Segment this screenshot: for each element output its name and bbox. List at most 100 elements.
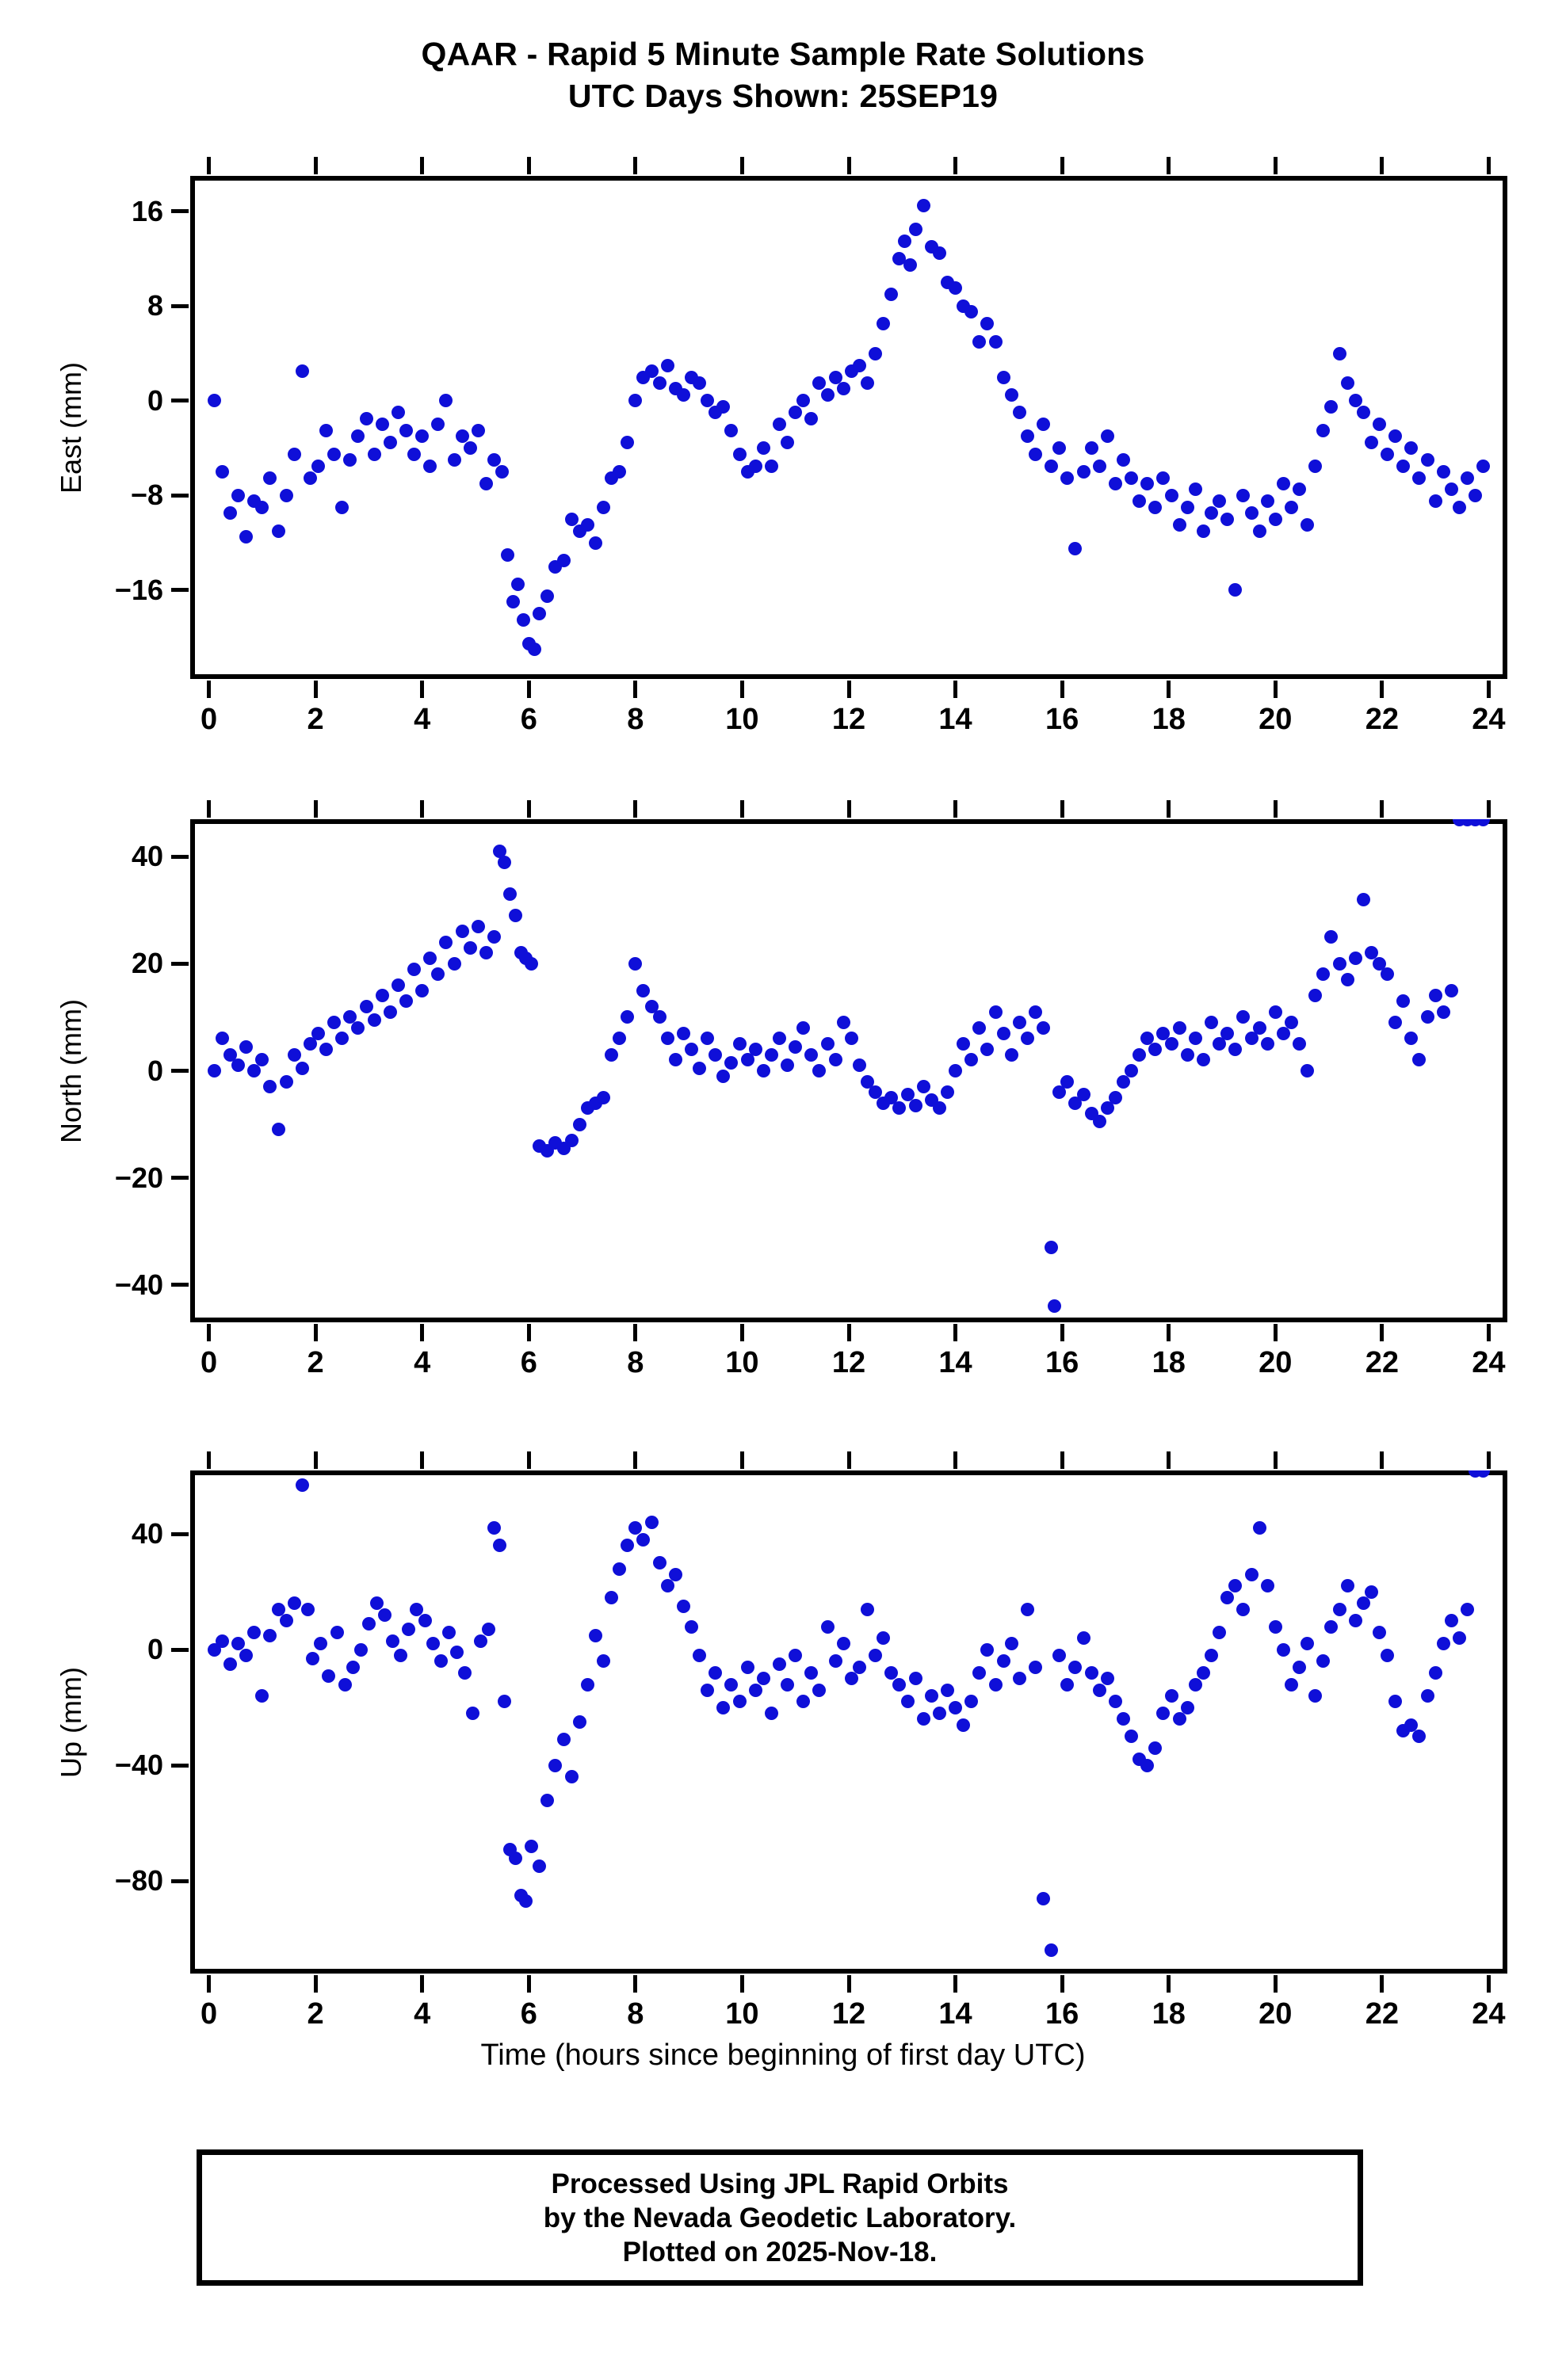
- y-tick-label-up: 0: [147, 1633, 163, 1666]
- data-point: [1100, 429, 1114, 444]
- data-point: [1452, 1631, 1466, 1646]
- data-point: [239, 1649, 254, 1663]
- x-tick-east: [1060, 681, 1064, 698]
- data-point: [764, 1047, 778, 1062]
- panel-up: Up (mm) 40 0 −40 −80 0 2 4 6 8 10 12 14 16 18 20 22 24: [55, 1451, 1507, 2029]
- data-point: [319, 423, 334, 437]
- data-point: [471, 919, 485, 933]
- x-tick-up: [313, 1975, 318, 1993]
- data-point: [756, 1064, 770, 1077]
- data-point: [621, 1539, 635, 1553]
- x-tick-top-north: [1060, 800, 1064, 818]
- chart-title-block: QAAR - Rapid 5 Minute Sample Rate Soluti…: [0, 33, 1566, 117]
- data-point: [621, 435, 635, 449]
- y-tick-north: [171, 1069, 189, 1073]
- data-point: [884, 1090, 899, 1104]
- data-point: [1060, 1677, 1075, 1692]
- x-tick-label-north: 16: [1045, 1346, 1079, 1379]
- data-point: [441, 1625, 456, 1639]
- data-point: [628, 1521, 643, 1535]
- x-tick-top-north: [953, 800, 958, 818]
- data-point: [223, 1047, 237, 1062]
- data-point: [1068, 542, 1083, 556]
- data-point: [1205, 1649, 1219, 1663]
- data-point: [1196, 1665, 1210, 1680]
- x-tick-label-east: 20: [1259, 703, 1293, 736]
- data-point: [884, 287, 899, 301]
- data-point: [1020, 429, 1034, 444]
- data-point: [1132, 1047, 1147, 1062]
- x-tick-east: [1486, 681, 1491, 698]
- data-point: [1284, 500, 1298, 514]
- x-tick-label-up: 18: [1152, 1997, 1186, 2031]
- x-tick-east: [1273, 681, 1278, 698]
- x-tick-north: [1273, 1324, 1278, 1341]
- data-point: [773, 418, 787, 432]
- data-point: [506, 595, 520, 609]
- data-point: [346, 1660, 360, 1674]
- y-tick-north: [171, 1176, 189, 1180]
- data-point: [353, 1642, 368, 1657]
- data-point: [487, 930, 502, 944]
- data-point: [1268, 1619, 1282, 1634]
- data-point: [812, 1683, 827, 1697]
- data-point: [877, 1631, 891, 1646]
- data-point: [1420, 453, 1434, 467]
- data-point: [1037, 418, 1051, 432]
- data-point: [1436, 465, 1450, 479]
- data-point: [820, 1037, 835, 1051]
- data-point: [1404, 1718, 1419, 1732]
- data-point: [636, 1533, 651, 1547]
- data-point: [781, 1058, 795, 1073]
- data-point: [423, 459, 437, 473]
- x-tick-label-north: 12: [831, 1346, 866, 1379]
- data-point: [383, 435, 397, 449]
- y-tick-up: [171, 1763, 189, 1768]
- data-point: [295, 364, 309, 379]
- data-point: [418, 1614, 432, 1628]
- data-point: [892, 1101, 907, 1116]
- data-point: [1444, 1614, 1458, 1628]
- data-point: [685, 1042, 698, 1056]
- data-point: [498, 855, 512, 869]
- data-point: [908, 222, 922, 236]
- x-tick-label-east: 12: [831, 703, 866, 736]
- data-point: [1188, 482, 1202, 497]
- x-tick-up: [207, 1975, 212, 1993]
- data-point: [564, 1770, 579, 1784]
- data-point: [415, 429, 430, 444]
- data-point: [1148, 1042, 1163, 1056]
- data-point: [1244, 506, 1259, 521]
- x-tick-up: [1060, 1975, 1064, 1993]
- y-tick-label-north: −40: [114, 1268, 163, 1301]
- data-point: [1348, 1614, 1362, 1628]
- data-point: [439, 935, 453, 949]
- data-point: [861, 1602, 875, 1616]
- data-point: [877, 317, 891, 331]
- data-point: [423, 952, 437, 966]
- data-point: [1444, 482, 1458, 497]
- data-point: [908, 1672, 922, 1686]
- y-tick-east: [171, 209, 189, 214]
- data-point: [1004, 1637, 1018, 1651]
- x-tick-top-north: [1380, 800, 1385, 818]
- y-tick-east: [171, 493, 189, 498]
- x-tick-label-up: 22: [1365, 1997, 1399, 2031]
- data-point: [1461, 471, 1475, 485]
- y-tick-east: [171, 303, 189, 308]
- x-tick-top-north: [1273, 800, 1278, 818]
- data-point: [1356, 406, 1370, 420]
- data-point: [588, 1628, 602, 1642]
- data-point: [1108, 1090, 1122, 1104]
- data-point: [900, 1088, 915, 1102]
- data-point: [660, 1032, 674, 1046]
- data-point: [439, 394, 453, 408]
- data-point: [215, 1634, 229, 1648]
- data-point: [748, 1042, 762, 1056]
- title-line-1: QAAR - Rapid 5 Minute Sample Rate Soluti…: [421, 36, 1145, 72]
- data-point: [359, 999, 373, 1013]
- x-tick-label-up: 16: [1045, 1997, 1079, 2031]
- data-point: [764, 1707, 778, 1721]
- data-point: [644, 1516, 659, 1530]
